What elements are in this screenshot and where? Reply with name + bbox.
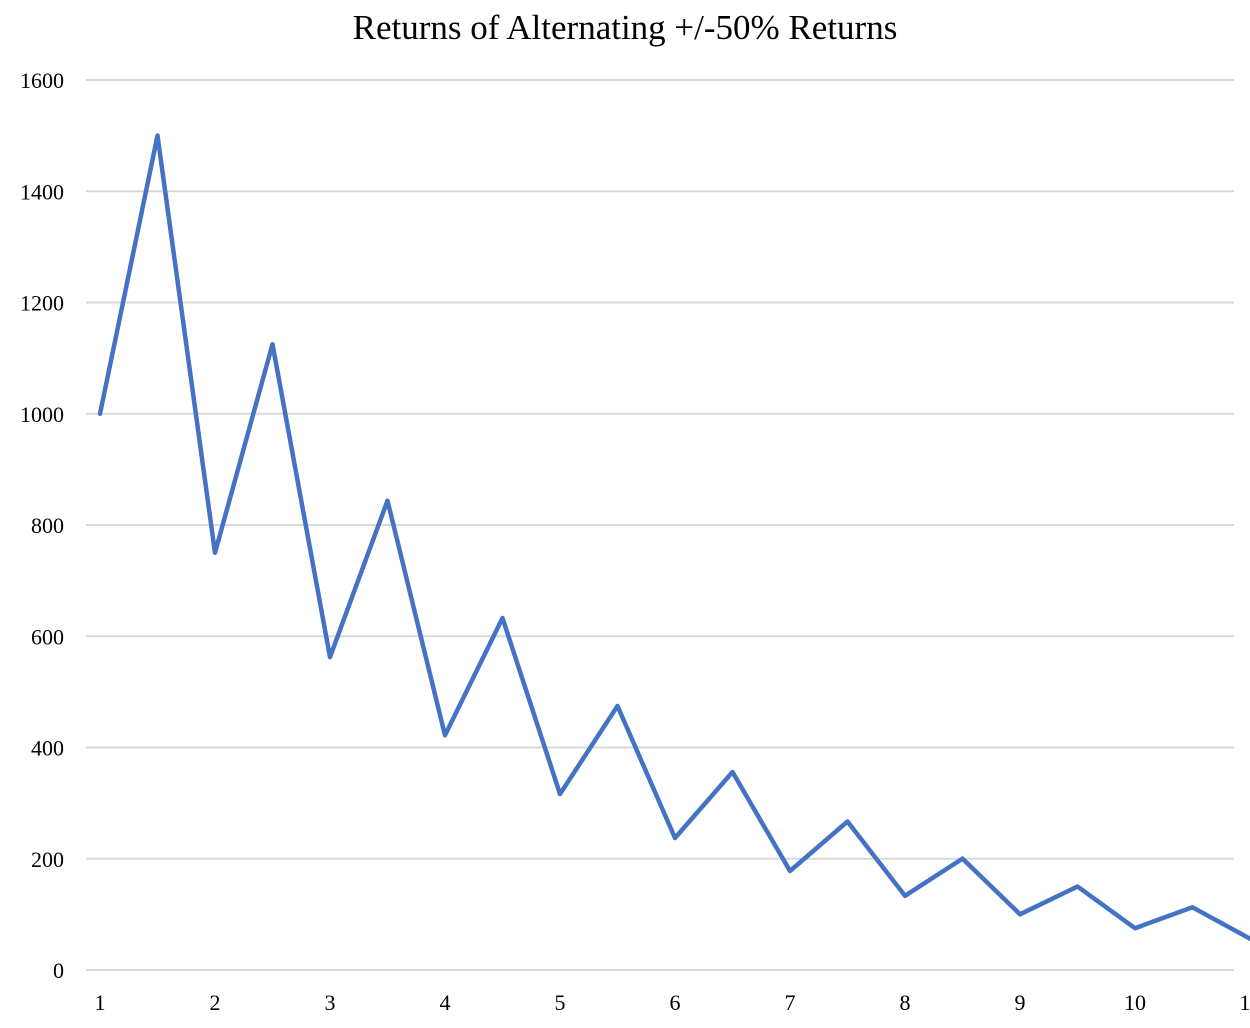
x-tick-label: 8 bbox=[900, 990, 911, 1015]
series-layer bbox=[97, 133, 1250, 941]
x-tick-label: 9 bbox=[1015, 990, 1026, 1015]
y-tick-label: 0 bbox=[53, 958, 64, 983]
x-tick-label: 6 bbox=[670, 990, 681, 1015]
y-tick-label: 800 bbox=[31, 513, 64, 538]
x-tick-label: 1 bbox=[95, 990, 106, 1015]
y-axis-ticks: 0 200 400 600 800 1000 1200 1400 1600 bbox=[20, 68, 64, 983]
x-tick-label: 4 bbox=[440, 990, 451, 1015]
x-axis-ticks: 1234567891011121314151617181920 bbox=[95, 990, 1250, 1015]
y-tick-label: 1600 bbox=[20, 68, 64, 93]
x-tick-label: 2 bbox=[210, 990, 221, 1015]
series-line-0 bbox=[97, 133, 1250, 941]
x-tick-label: 7 bbox=[785, 990, 796, 1015]
y-tick-label: 400 bbox=[31, 736, 64, 761]
x-tick-label: 10 bbox=[1124, 990, 1146, 1015]
y-tick-label: 1000 bbox=[20, 402, 64, 427]
y-tick-label: 1400 bbox=[20, 179, 64, 204]
gridlines bbox=[86, 79, 1234, 971]
chart-title: Returns of Alternating +/-50% Returns bbox=[352, 8, 898, 47]
x-tick-label: 5 bbox=[555, 990, 566, 1015]
y-tick-label: 1200 bbox=[20, 291, 64, 316]
x-tick-label: 3 bbox=[325, 990, 336, 1015]
y-tick-label: 200 bbox=[31, 847, 64, 872]
y-tick-label: 600 bbox=[31, 624, 64, 649]
x-tick-label: 11 bbox=[1239, 990, 1250, 1015]
